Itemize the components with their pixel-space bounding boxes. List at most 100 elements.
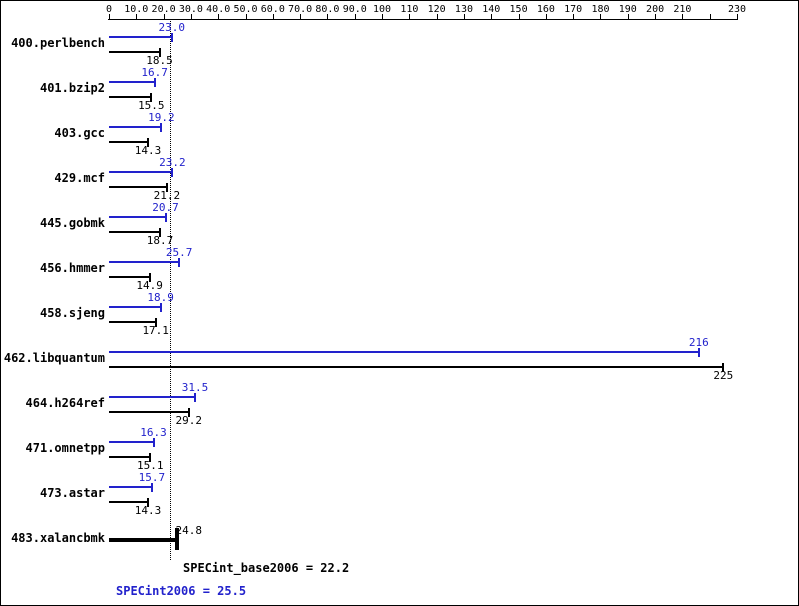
x-axis-tick-label: 190 [618, 4, 637, 15]
peak-bar-end-tick [159, 303, 162, 312]
x-axis-tick-mark [573, 14, 574, 19]
peak-bar-end-tick [170, 33, 173, 42]
benchmark-label: 483.xalancbmk [11, 531, 105, 545]
base-bar [109, 276, 150, 278]
benchmark-label: 456.hmmer [39, 261, 105, 275]
x-axis-tick-label: 30.0 [178, 4, 203, 15]
base-bar-end-tick [174, 528, 179, 550]
x-axis-tick-label: 140 [482, 4, 501, 15]
x-axis-tick-label: 100 [373, 4, 392, 15]
x-axis-tick-label: 210 [673, 4, 692, 15]
x-axis-line [108, 19, 738, 20]
benchmark-label: 400.perlbench [11, 36, 105, 50]
peak-value-label: 216 [688, 336, 709, 349]
peak-bar-end-tick [150, 483, 153, 492]
x-axis-tick-label: 230 [727, 4, 747, 15]
x-axis-tick-mark [437, 14, 438, 19]
peak-value-label: 31.5 [181, 381, 209, 394]
base-value-label: 18.5 [146, 54, 173, 67]
x-axis-tick-label: 160 [536, 4, 555, 15]
base-bar [109, 501, 149, 503]
base-bar [109, 456, 151, 458]
base-bar-end-tick [149, 453, 152, 462]
x-axis-tick-label: 130 [454, 4, 473, 15]
base-value-label: 24.8 [175, 524, 202, 537]
peak-bar [109, 261, 180, 263]
x-axis-tick-mark [109, 14, 110, 19]
x-axis-tick-label: 50.0 [233, 4, 258, 15]
peak-bar [109, 351, 699, 353]
x-axis-tick-mark [491, 14, 492, 19]
benchmark-label: 471.omnetpp [25, 441, 105, 455]
x-axis-tick-label: 60.0 [260, 4, 285, 15]
base-value-label: 14.3 [134, 504, 162, 517]
x-axis-tick-label: 200 [646, 4, 665, 15]
base-value-label: 21.2 [153, 189, 181, 202]
base-bar-end-tick [147, 138, 150, 147]
x-axis-tick-label: 40.0 [206, 4, 231, 15]
base-bar [109, 231, 161, 233]
benchmark-label: 458.sjeng [39, 306, 105, 320]
benchmark-label: 445.gobmk [39, 216, 105, 230]
base-bar-end-tick [159, 228, 162, 237]
peak-value-label: 25.7 [165, 246, 193, 259]
base-value-label: 15.5 [138, 99, 165, 112]
peak-mean-label: SPECint2006 = 25.5 [116, 584, 247, 598]
peak-bar [109, 36, 172, 38]
benchmark-label: 401.bzip2 [39, 81, 105, 95]
x-axis-tick-mark [546, 14, 547, 19]
peak-bar-end-tick [160, 123, 163, 132]
benchmark-label: 473.astar [39, 486, 105, 500]
peak-bar-end-tick [164, 213, 167, 222]
base-bar [109, 141, 149, 143]
peak-value-label: 16.3 [140, 426, 167, 439]
base-bar [109, 411, 189, 413]
peak-bar-end-tick [194, 393, 196, 402]
x-axis-tick-label: 110 [400, 4, 419, 15]
peak-bar [109, 216, 166, 218]
x-axis-tick-mark [737, 14, 738, 19]
x-axis-tick-label: 20.0 [151, 4, 176, 15]
base-value-label: 15.1 [136, 459, 164, 472]
base-bar-end-tick [722, 363, 725, 372]
peak-bar [109, 441, 154, 443]
base-value-label: 225 [713, 369, 734, 382]
x-axis-tick-mark [464, 14, 465, 19]
x-axis-tick-mark [273, 14, 274, 19]
peak-bar [109, 396, 195, 398]
base-bar-end-tick [148, 273, 151, 282]
peak-bar [109, 306, 161, 308]
base-mean-dotted-line [170, 19, 171, 560]
peak-bar [109, 171, 173, 173]
x-axis-tick-mark [682, 14, 683, 19]
peak-value-label: 16.7 [141, 66, 168, 79]
base-bar-bold [109, 538, 177, 542]
x-axis-tick-mark [355, 14, 356, 19]
peak-bar-end-tick [171, 168, 174, 177]
peak-bar [109, 81, 155, 83]
x-axis-tick-mark [300, 14, 301, 19]
x-axis-tick-label: 70.0 [288, 4, 313, 15]
base-bar-end-tick [187, 408, 190, 417]
benchmark-label: 464.h264ref [25, 396, 105, 410]
base-bar [109, 321, 156, 323]
peak-bar-end-tick [178, 258, 181, 267]
base-bar-end-tick [158, 48, 161, 57]
x-axis-tick-mark [519, 14, 520, 19]
x-axis-tick-mark [327, 14, 328, 19]
x-axis-tick-label: 150 [509, 4, 528, 15]
base-bar [109, 51, 160, 53]
x-axis-tick-mark [218, 14, 219, 19]
peak-value-label: 19.2 [148, 111, 175, 124]
x-axis-tick-mark [136, 14, 137, 19]
peak-bar [109, 126, 162, 128]
x-axis-tick-mark [191, 14, 192, 19]
x-axis-tick-mark [710, 14, 711, 19]
peak-value-label: 20.7 [152, 201, 179, 214]
base-mean-label: SPECint_base2006 = 22.2 [183, 561, 350, 575]
peak-value-label: 18.9 [147, 291, 174, 304]
base-bar-end-tick [154, 318, 157, 327]
peak-bar-end-tick [153, 78, 156, 87]
x-axis-tick-mark [246, 14, 247, 19]
